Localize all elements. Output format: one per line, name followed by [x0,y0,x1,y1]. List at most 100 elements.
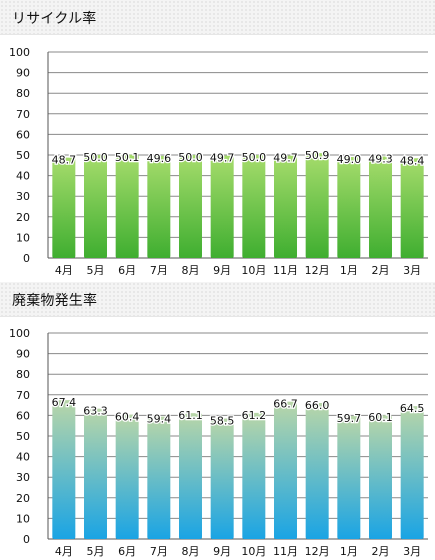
bar [84,155,107,258]
x-tick-label: 11月 [273,264,298,275]
x-tick-label: 7月 [150,264,168,275]
x-tick-label: 10月 [241,264,266,275]
y-tick-label: 60 [16,128,30,141]
recycling-rate-header: リサイクル率 [0,0,435,35]
y-tick-label: 30 [16,190,30,203]
bar [147,155,171,258]
data-label: 49.3 [368,152,393,165]
waste-rate-header: 廃棄物発生率 [0,282,435,317]
data-label: 60.1 [368,411,393,424]
data-label: 67.4 [52,396,77,409]
x-tick-label: 12月 [305,545,330,558]
data-label: 50.0 [242,151,267,164]
data-label: 58.5 [210,414,235,427]
bar [242,155,266,258]
bar [305,153,329,258]
bar [337,157,361,258]
y-tick-label: 70 [16,389,30,402]
chart-title: リサイクル率 [12,11,97,27]
bar [210,418,234,539]
y-tick-label: 100 [9,327,30,340]
y-tick-label: 80 [16,368,30,381]
data-label: 61.2 [242,409,267,422]
y-tick-label: 70 [16,108,30,121]
bar [274,401,297,539]
data-label: 49.6 [147,152,172,165]
x-tick-label: 8月 [182,264,200,275]
y-tick-label: 90 [16,348,30,361]
x-tick-label: 5月 [87,545,105,558]
y-tick-label: 20 [16,492,30,505]
x-tick-label: 1月 [340,264,358,275]
data-label: 60.4 [115,411,140,424]
y-tick-label: 50 [16,430,30,443]
x-tick-label: 6月 [118,264,136,275]
bar [305,403,329,539]
y-tick-label: 50 [16,149,30,162]
data-label: 50.0 [178,151,203,164]
bar [274,155,297,258]
x-tick-label: 12月 [305,264,330,275]
x-tick-label: 11月 [273,545,298,558]
bar [369,415,392,539]
bar [369,156,392,258]
data-label: 64.5 [400,402,425,415]
bar [147,416,171,539]
bar [179,413,202,539]
recycling-rate-panel: リサイクル率 0 10 20 30 40 50 60 70 80 90 100 48.7 4月 50.0 5… [0,0,435,275]
x-tick-label: 1月 [340,545,358,558]
bar [52,157,76,258]
x-tick-label: 9月 [213,545,231,558]
x-tick-label: 8月 [182,545,200,558]
data-label: 59.4 [147,413,172,426]
data-label: 50.0 [83,151,108,164]
data-label: 50.1 [115,151,140,164]
bar [52,400,76,539]
y-tick-label: 40 [16,451,30,464]
y-tick-label: 90 [16,67,30,80]
recycling-rate-chart: 0 10 20 30 40 50 60 70 80 90 100 48.7 4月 50.0 5月 50.1 6月… [9,46,428,275]
x-tick-label: 4月 [55,545,73,558]
bar [84,408,107,539]
bar [337,416,361,539]
y-tick-label: 40 [16,170,30,183]
y-tick-label: 10 [16,231,30,244]
bar [242,412,266,539]
x-tick-label: 3月 [403,545,421,558]
x-tick-label: 6月 [118,545,136,558]
data-label: 50.9 [305,149,330,162]
y-tick-label: 60 [16,409,30,422]
bar [115,154,139,258]
data-label: 66.7 [273,398,298,411]
bar [400,406,424,539]
y-tick-label: 80 [16,87,30,100]
x-tick-label: 7月 [150,545,168,558]
bar [115,414,139,539]
data-label: 66.0 [305,399,330,412]
x-tick-label: 5月 [87,264,105,275]
y-tick-label: 10 [16,512,30,525]
bar [210,155,234,258]
y-tick-label: 100 [9,46,30,59]
waste-rate-chart: 0 10 20 30 40 50 60 70 80 90 100 67.4 4月 63.3 5月 60.4 6月… [9,327,428,558]
data-label: 48.4 [400,154,425,167]
data-label: 49.7 [273,152,298,165]
data-label: 63.3 [83,405,108,418]
x-tick-label: 4月 [55,264,73,275]
x-tick-label: 3月 [403,264,421,275]
chart-title: 廃棄物発生率 [12,293,98,309]
bar [179,155,202,258]
data-label: 61.1 [178,409,203,422]
y-tick-label: 30 [16,471,30,484]
waste-rate-panel: 廃棄物発生率 0 10 20 30 40 50 60 70 80 90 100 67.4 4月 63.3 5… [0,282,435,560]
y-tick-label: 0 [23,252,30,265]
data-label: 48.7 [52,154,77,167]
x-tick-label: 2月 [372,264,390,275]
x-tick-label: 10月 [241,545,266,558]
data-label: 49.7 [210,152,235,165]
bar [400,158,424,258]
x-tick-label: 9月 [213,264,231,275]
y-tick-label: 20 [16,211,30,224]
x-tick-label: 2月 [372,545,390,558]
data-label: 59.7 [337,412,362,425]
